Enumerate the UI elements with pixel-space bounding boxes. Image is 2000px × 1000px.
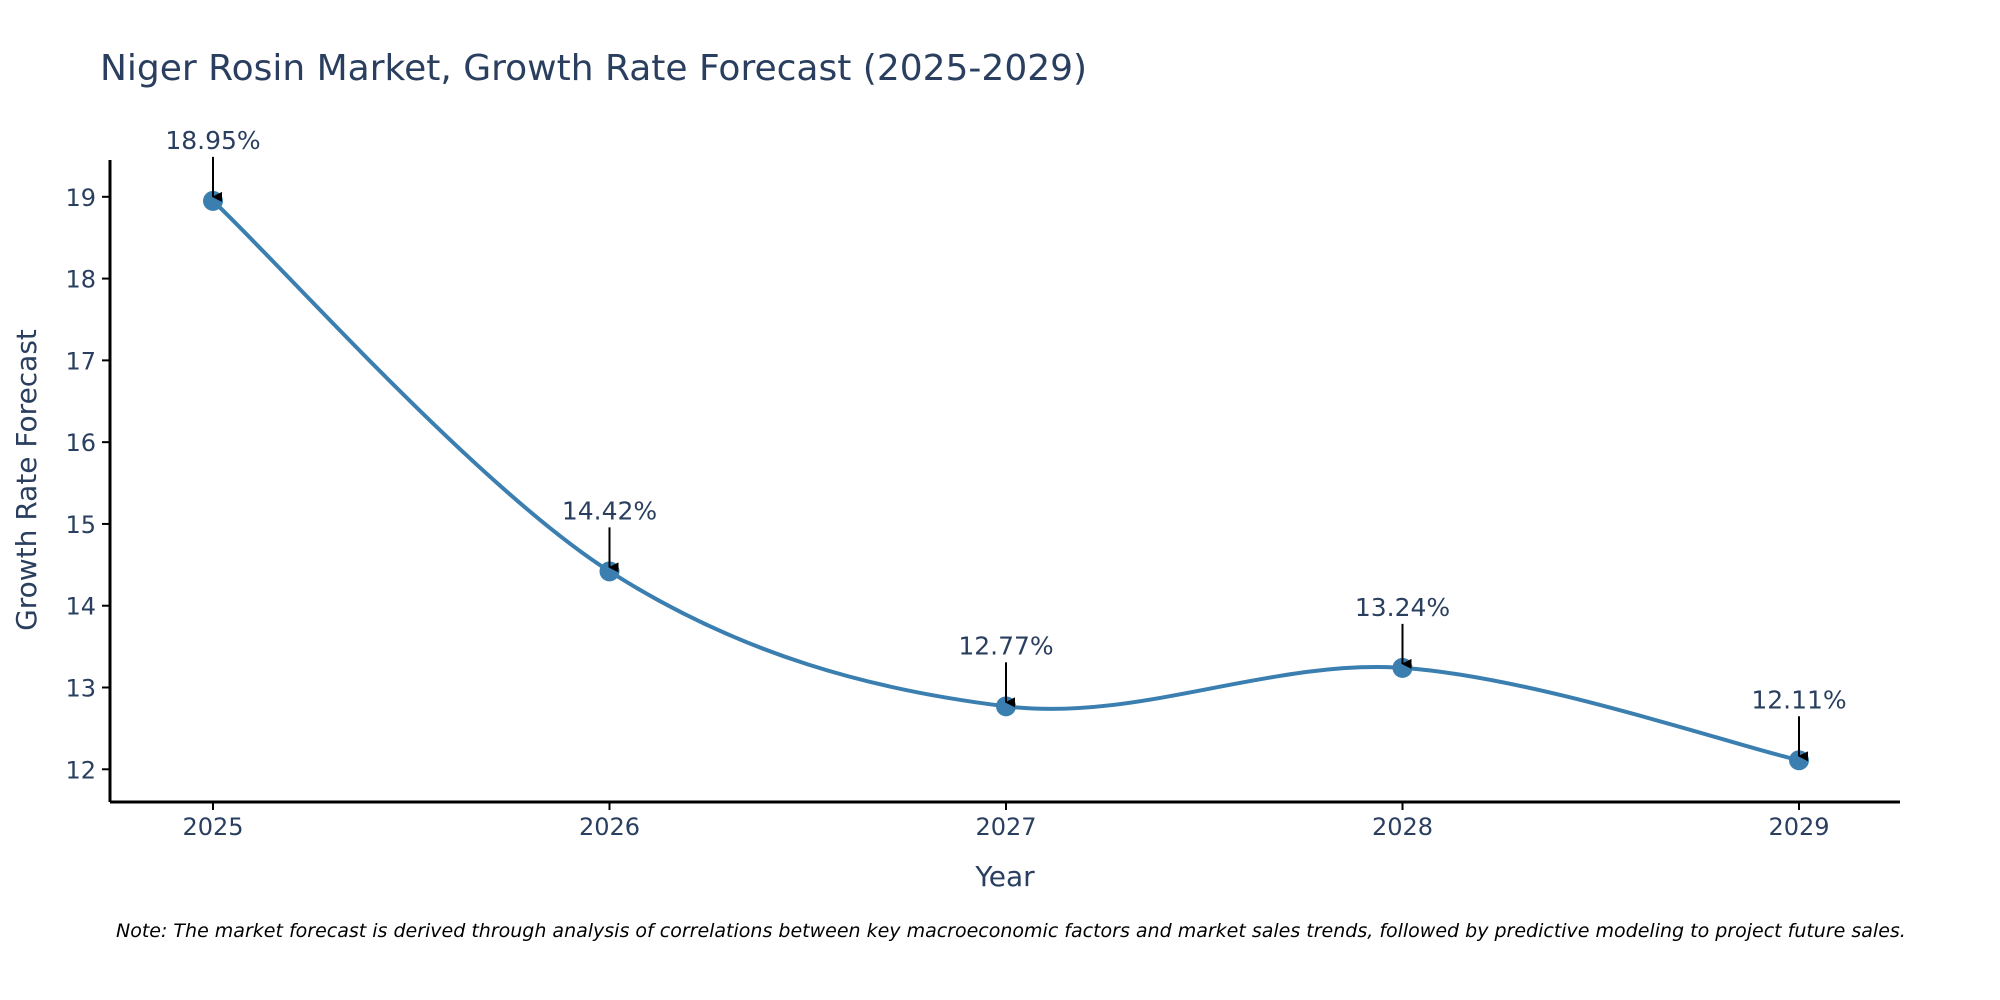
- data-label: 12.77%: [958, 631, 1053, 660]
- data-label: 14.42%: [562, 496, 657, 525]
- y-tick-label: 13: [65, 675, 96, 703]
- x-axis-title: Year: [974, 860, 1035, 893]
- y-tick-label: 16: [65, 429, 96, 457]
- x-tick-label: 2029: [1768, 813, 1829, 841]
- chart-title: Niger Rosin Market, Growth Rate Forecast…: [100, 48, 1087, 89]
- data-label: 12.11%: [1751, 685, 1846, 714]
- y-axis-title: Growth Rate Forecast: [10, 329, 43, 631]
- y-tick-label: 17: [65, 347, 96, 375]
- x-tick-label: 2028: [1372, 813, 1433, 841]
- y-tick-label: 19: [65, 184, 96, 212]
- y-tick-label: 18: [65, 266, 96, 294]
- data-label: 18.95%: [165, 126, 260, 155]
- y-tick-label: 14: [65, 593, 96, 621]
- x-tick-label: 2026: [579, 813, 640, 841]
- y-tick-label: 15: [65, 511, 96, 539]
- y-tick-label: 12: [65, 756, 96, 784]
- data-label: 13.24%: [1355, 593, 1450, 622]
- x-tick-label: 2027: [975, 813, 1036, 841]
- x-tick-label: 2025: [182, 813, 243, 841]
- footnote: Note: The market forecast is derived thr…: [116, 920, 1906, 942]
